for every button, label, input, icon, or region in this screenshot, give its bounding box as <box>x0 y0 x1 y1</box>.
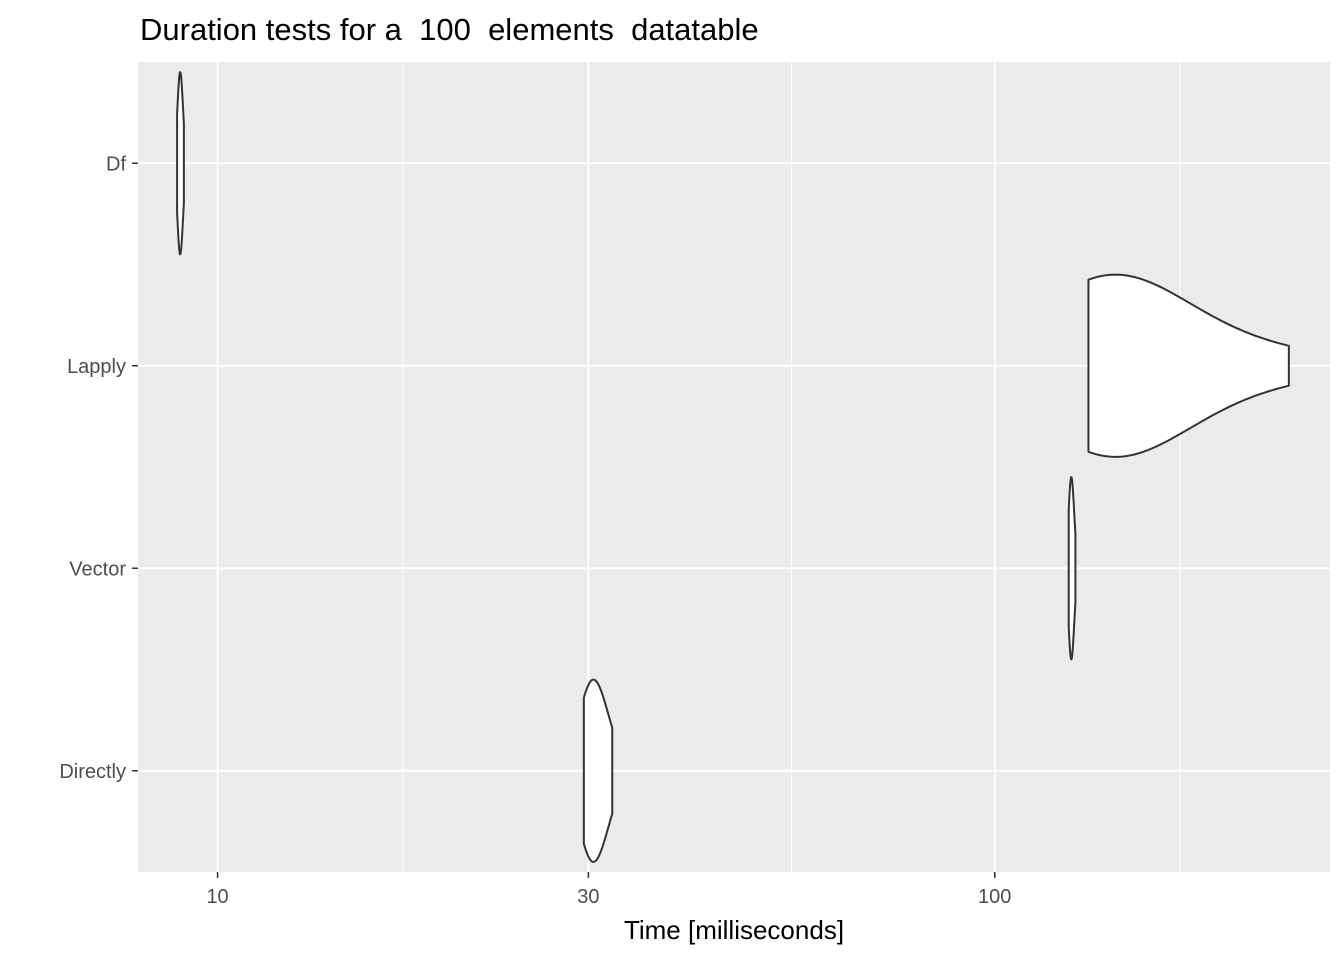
violin-df <box>176 71 185 256</box>
y-axis: Df Lapply Vector Directly <box>59 153 138 783</box>
y-tick-label: Directly <box>59 761 126 783</box>
violin-directly <box>582 678 614 863</box>
x-axis-title: Time [milliseconds] <box>624 915 844 945</box>
minor-gridlines <box>402 62 1181 872</box>
y-tick-label: Vector <box>69 558 126 580</box>
y-tick-label: Lapply <box>67 356 126 378</box>
x-tick-label: 30 <box>577 886 599 908</box>
x-tick-label: 10 <box>206 886 228 908</box>
violin-vector <box>1067 476 1077 661</box>
violin-lapply <box>1087 273 1290 458</box>
plot-panel <box>138 62 1330 872</box>
violins <box>176 71 1290 863</box>
x-tick-label: 100 <box>978 886 1011 908</box>
y-tick-label: Df <box>106 153 126 175</box>
x-axis: 10 30 100 <box>206 872 1011 908</box>
chart-title: Duration tests for a 100 elements datata… <box>140 12 759 47</box>
